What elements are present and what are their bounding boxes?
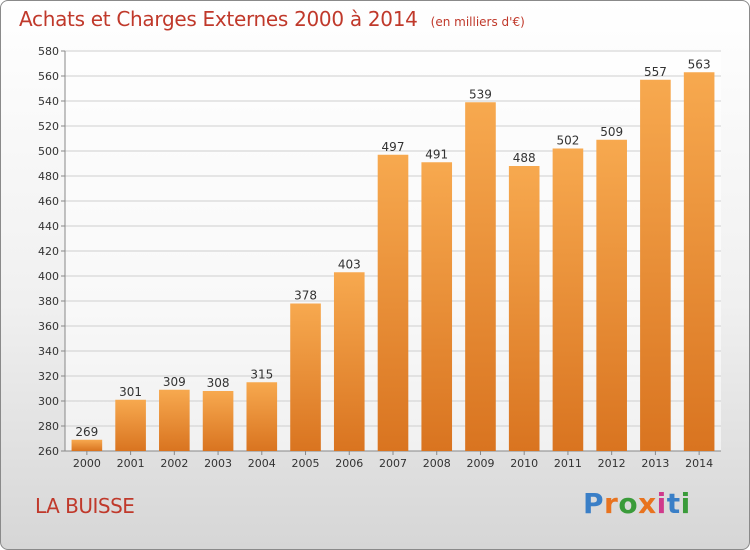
logo-letter: o [618, 487, 639, 520]
data-label-2010: 488 [513, 151, 536, 165]
data-label-2002: 309 [163, 375, 186, 389]
bar-2006 [333, 272, 365, 451]
x-tick-label-2002: 2002 [160, 457, 188, 470]
y-tick-label: 360 [38, 320, 59, 333]
x-tick-label-2013: 2013 [641, 457, 669, 470]
logo-letter: i [680, 487, 691, 520]
x-tick-label-2011: 2011 [554, 457, 582, 470]
x-tick-label-2000: 2000 [73, 457, 101, 470]
chart-title-text: Achats et Charges Externes 2000 à 2014 [19, 7, 418, 31]
commune-name: LA BUISSE [35, 494, 135, 518]
chart-unit-note: (en milliers d'€) [430, 15, 525, 29]
x-tick-label-2009: 2009 [466, 457, 494, 470]
bar-2013 [640, 79, 671, 451]
logo-letter: x [638, 487, 657, 520]
x-tick-label-2001: 2001 [117, 457, 145, 470]
y-tick-label: 500 [38, 145, 59, 158]
logo-letter: i [656, 487, 667, 520]
y-tick-label: 300 [38, 395, 59, 408]
bar-2003 [202, 391, 234, 451]
proxiti-logo: Proxiti [583, 487, 691, 520]
bars [71, 72, 715, 451]
y-tick-label: 460 [38, 195, 59, 208]
bar-2008 [421, 162, 453, 451]
bar-2001 [115, 399, 146, 451]
y-tick-label: 380 [38, 295, 59, 308]
data-label-2014: 563 [688, 57, 711, 71]
data-label-2004: 315 [250, 367, 273, 381]
logo-letter: P [583, 487, 605, 520]
bar-2012 [596, 139, 627, 451]
logo-letter: r [604, 487, 619, 520]
x-tick-label-2003: 2003 [204, 457, 232, 470]
bar-2004 [246, 382, 278, 451]
axes: 260 280 300 320 340 360 380 400 420 440 460 480 500 5… [38, 45, 721, 470]
x-tick-label-2014: 2014 [685, 457, 713, 470]
bar-2009 [465, 102, 496, 451]
y-tick-label: 280 [38, 420, 59, 433]
y-tick-label: 560 [38, 70, 59, 83]
y-tick-label: 400 [38, 270, 59, 283]
x-tick-label-2010: 2010 [510, 457, 538, 470]
y-tick-label: 340 [38, 345, 59, 358]
data-label-2001: 301 [119, 385, 142, 399]
y-tick-label: 540 [38, 95, 59, 108]
y-tick-label: 320 [38, 370, 59, 383]
data-label-2008: 491 [425, 147, 448, 161]
data-label-2009: 539 [469, 87, 492, 101]
data-label-2007: 497 [382, 140, 405, 154]
y-tick-label: 520 [38, 120, 59, 133]
data-label-2012: 509 [600, 125, 623, 139]
bar-2005 [290, 303, 321, 451]
x-tick-label-2007: 2007 [379, 457, 407, 470]
bar-2014 [683, 72, 715, 451]
x-tick-label-2008: 2008 [423, 457, 451, 470]
data-label-2005: 378 [294, 289, 317, 303]
chart-title: Achats et Charges Externes 2000 à 2014 (… [19, 7, 525, 31]
y-tick-label: 440 [38, 220, 59, 233]
bar-2011 [552, 148, 584, 451]
data-label-2011: 502 [556, 134, 579, 148]
bar-2010 [508, 166, 540, 451]
x-tick-label-2012: 2012 [598, 457, 626, 470]
data-label-2013: 557 [644, 65, 667, 79]
y-tick-label: 420 [38, 245, 59, 258]
data-label-2006: 403 [338, 257, 361, 271]
x-tick-label-2006: 2006 [335, 457, 363, 470]
x-tick-label-2004: 2004 [248, 457, 276, 470]
data-label-2003: 308 [207, 376, 230, 390]
bar-2002 [159, 389, 190, 451]
data-label-2000: 269 [75, 425, 98, 439]
x-tick-label-2005: 2005 [292, 457, 320, 470]
y-tick-label: 260 [38, 445, 59, 458]
logo-letter: t [666, 487, 681, 520]
bar-2000 [71, 439, 103, 451]
y-tick-label: 580 [38, 45, 59, 58]
bar-2007 [377, 154, 409, 451]
y-tick-label: 480 [38, 170, 59, 183]
data-labels: 269 301 309 308 315 378 403 497 491 539 488 502 509 5… [75, 57, 710, 439]
